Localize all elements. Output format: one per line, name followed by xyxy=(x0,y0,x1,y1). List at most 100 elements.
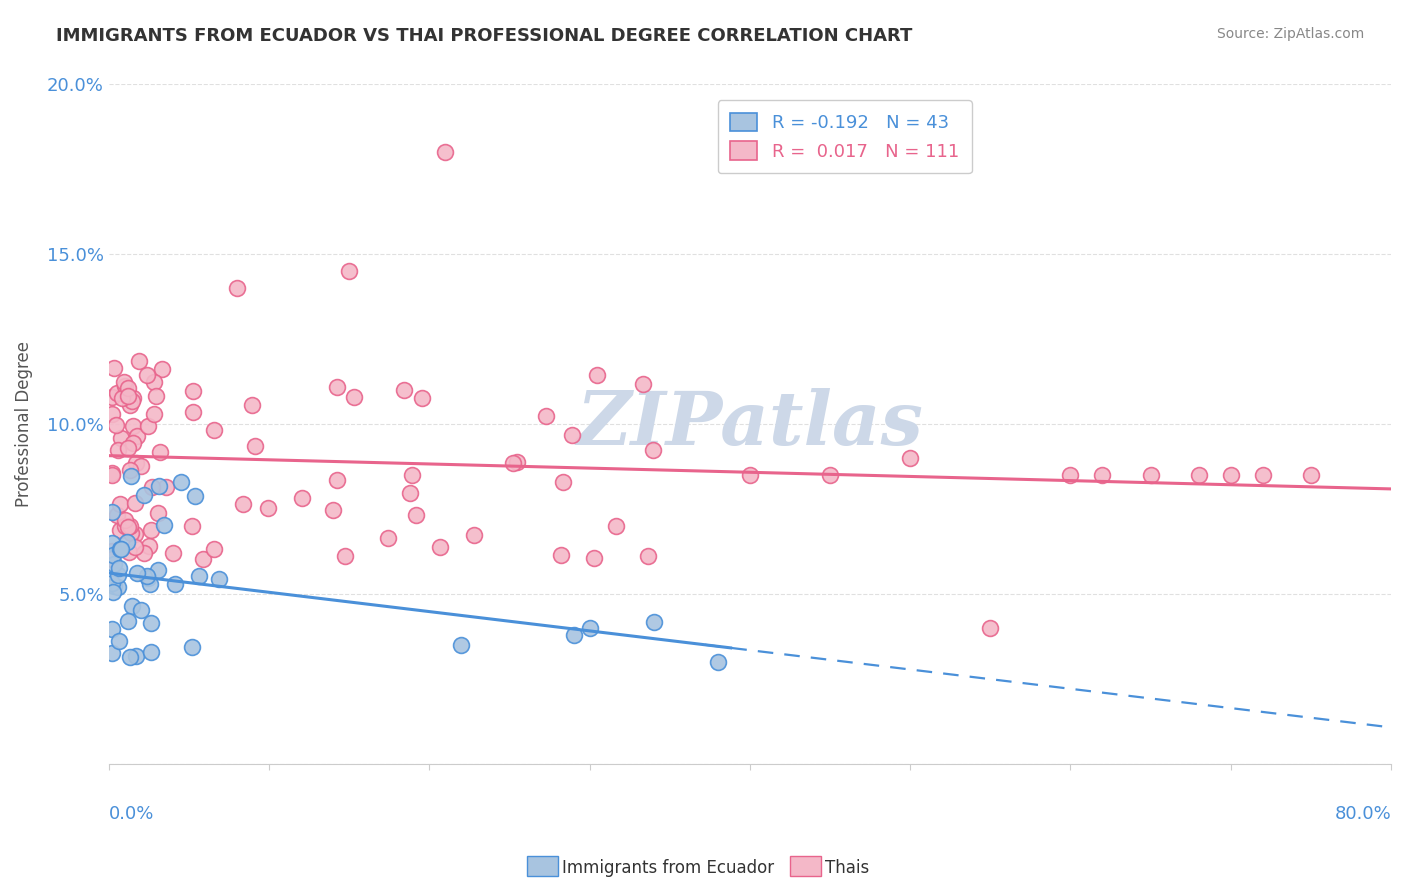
Point xyxy=(502,456,524,470)
Point xyxy=(101,466,124,480)
Legend: R = -0.192   N = 43, R =  0.017   N = 111: R = -0.192 N = 43, R = 0.017 N = 111 xyxy=(717,100,972,173)
Point xyxy=(148,479,170,493)
Point xyxy=(146,506,169,520)
Point xyxy=(149,444,172,458)
Point xyxy=(132,488,155,502)
Point xyxy=(121,393,143,408)
Point xyxy=(135,368,157,382)
Point xyxy=(534,409,557,423)
Point xyxy=(134,546,156,560)
Point xyxy=(108,634,131,648)
Point xyxy=(585,368,607,382)
Point xyxy=(326,474,349,488)
Point xyxy=(337,264,360,278)
Point xyxy=(141,479,163,493)
Point xyxy=(326,380,349,394)
Point xyxy=(118,545,141,559)
Point xyxy=(643,615,665,629)
Point xyxy=(232,497,254,511)
Point xyxy=(124,648,146,663)
Point xyxy=(188,568,211,582)
Point xyxy=(155,481,177,495)
Y-axis label: Professional Degree: Professional Degree xyxy=(15,342,32,508)
Point xyxy=(394,383,416,397)
Point xyxy=(551,475,574,490)
Point xyxy=(103,579,125,593)
Point xyxy=(153,518,176,533)
Point xyxy=(191,552,214,566)
Point xyxy=(411,392,433,406)
Point xyxy=(506,455,529,469)
Point xyxy=(108,542,131,557)
Point xyxy=(110,542,132,557)
Point xyxy=(1251,468,1274,483)
Text: 80.0%: 80.0% xyxy=(1334,805,1391,823)
Text: 0.0%: 0.0% xyxy=(108,805,155,823)
Point xyxy=(107,581,129,595)
Point xyxy=(633,377,655,392)
Point xyxy=(108,524,131,538)
Point xyxy=(114,518,136,533)
Point xyxy=(117,441,139,455)
Text: Source: ZipAtlas.com: Source: ZipAtlas.com xyxy=(1216,27,1364,41)
Text: ZIPatlas: ZIPatlas xyxy=(576,388,924,460)
Point xyxy=(204,541,226,556)
Point xyxy=(101,585,124,599)
Point xyxy=(181,640,204,654)
Point xyxy=(107,568,129,582)
Point xyxy=(103,361,125,376)
Point xyxy=(208,572,231,586)
Point xyxy=(142,407,165,421)
Point xyxy=(124,527,146,541)
Point xyxy=(117,381,139,395)
Point xyxy=(463,528,485,542)
Point xyxy=(136,571,159,585)
Point xyxy=(605,519,627,533)
Point xyxy=(125,429,148,443)
Point xyxy=(1059,468,1081,483)
Point xyxy=(101,505,124,519)
Point xyxy=(103,558,125,572)
Point xyxy=(818,468,841,483)
Point xyxy=(101,549,124,563)
Point xyxy=(377,531,399,545)
Point xyxy=(101,646,124,660)
Point xyxy=(561,427,583,442)
Point xyxy=(129,458,152,473)
Point xyxy=(122,391,145,405)
Point xyxy=(101,544,124,558)
Point xyxy=(139,645,162,659)
Point xyxy=(101,467,124,482)
Point xyxy=(101,622,124,636)
Point xyxy=(101,390,124,404)
Point xyxy=(125,456,148,470)
Point xyxy=(181,519,204,533)
Point xyxy=(107,560,129,574)
Point xyxy=(550,548,572,562)
Point xyxy=(125,566,148,580)
Point xyxy=(121,599,143,614)
Point xyxy=(1219,468,1241,483)
Point xyxy=(139,616,162,631)
Point xyxy=(343,390,366,404)
Point xyxy=(165,577,187,591)
Point xyxy=(107,442,129,457)
Point xyxy=(112,375,135,389)
Point xyxy=(145,388,167,402)
Point xyxy=(181,384,204,399)
Point xyxy=(1091,468,1114,483)
Point xyxy=(707,655,730,669)
Point xyxy=(117,388,139,402)
Point xyxy=(139,523,162,537)
Point xyxy=(105,508,128,522)
Point xyxy=(117,614,139,628)
Point xyxy=(898,451,921,466)
Point xyxy=(333,549,356,563)
Point xyxy=(139,577,162,591)
Point xyxy=(429,540,451,554)
Point xyxy=(401,467,423,482)
Point xyxy=(121,436,143,450)
Point xyxy=(135,569,157,583)
Point xyxy=(150,361,173,376)
Point xyxy=(143,375,166,389)
